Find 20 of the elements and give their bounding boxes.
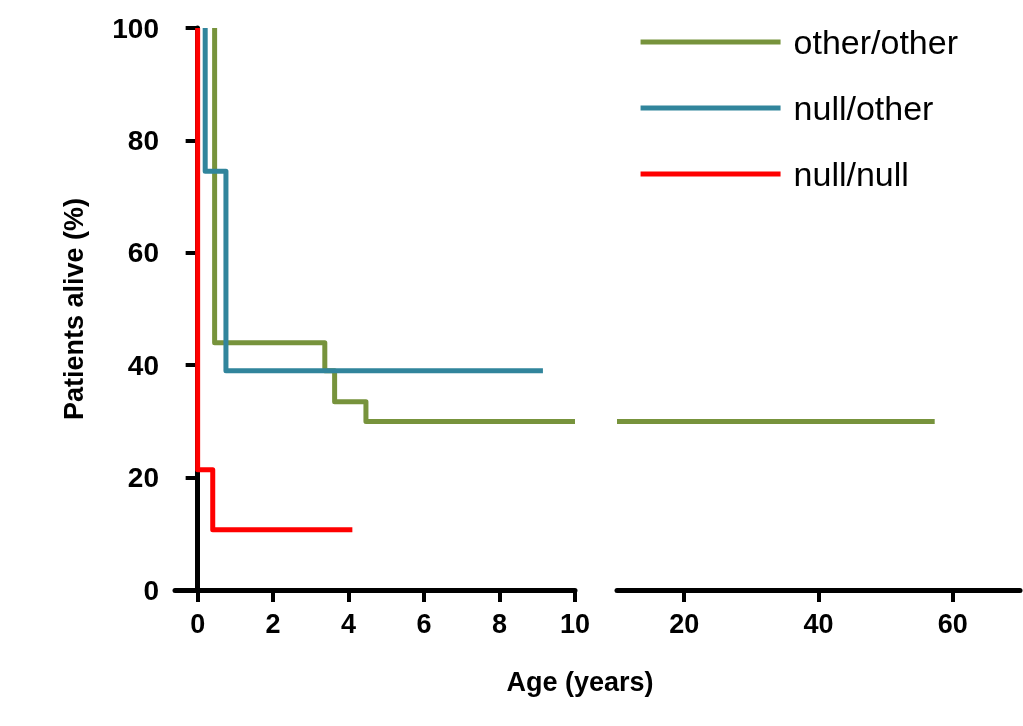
y-tick-label: 20 [127, 462, 159, 494]
y-axis-title: Patients alive (%) [58, 197, 89, 421]
y-tick-label: 80 [127, 124, 159, 156]
legend-label: null/other [793, 89, 934, 127]
x-tick-label: 60 [937, 608, 968, 639]
y-tick-label: 40 [127, 349, 159, 381]
x-tick-label: 10 [559, 608, 591, 639]
x-tick-label: 8 [492, 608, 508, 639]
legend-label: null/null [793, 155, 909, 193]
x-tick-label: 2 [265, 608, 281, 639]
x-axis-title: Age (years) [506, 666, 654, 697]
x-tick-label: 40 [803, 608, 834, 639]
y-tick-label: 60 [127, 237, 159, 269]
y-tick-label: 0 [143, 574, 159, 606]
y-tick-label: 100 [112, 12, 159, 44]
legend-label: other/other [793, 23, 959, 61]
x-tick-label: 4 [341, 608, 357, 639]
x-tick-label: 0 [190, 608, 206, 639]
x-tick-label: 20 [669, 608, 700, 639]
x-tick-label: 6 [416, 608, 432, 639]
